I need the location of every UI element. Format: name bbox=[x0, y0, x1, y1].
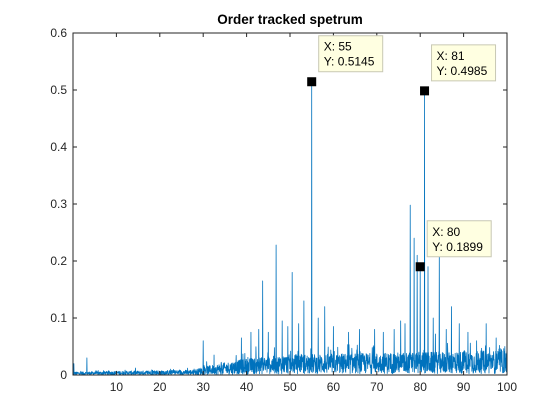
chart-title: Order tracked spetrum bbox=[217, 12, 363, 27]
x-tick-label: 10 bbox=[110, 380, 124, 394]
datatips: X: 55Y: 0.5145 X: 81Y: 0.4985 X: 80Y: 0.18… bbox=[307, 35, 497, 272]
datatip[interactable]: X: 80Y: 0.1899 bbox=[415, 220, 492, 272]
datatip[interactable]: X: 81Y: 0.4985 bbox=[420, 44, 497, 96]
y-tick-label: 0.1 bbox=[50, 311, 67, 325]
datatip-box bbox=[426, 220, 492, 258]
x-tick-label: 80 bbox=[414, 380, 428, 394]
y-tick-label: 0.6 bbox=[50, 26, 67, 40]
y-axis: 0 0.1 0.2 0.3 0.4 0.5 0.6 bbox=[50, 26, 507, 382]
spectrum-series bbox=[73, 81, 507, 375]
y-tick-label: 0.4 bbox=[50, 140, 67, 154]
x-tick-label: 40 bbox=[240, 380, 254, 394]
x-tick-label: 90 bbox=[457, 380, 471, 394]
y-tick-label: 0 bbox=[60, 368, 67, 382]
datatip-y-label: Y: 0.4985 bbox=[437, 64, 488, 78]
plot-area: 10 20 30 40 50 60 70 80 90 100 0 0.1 0.2 0.3 0.4 0.5 0.… bbox=[50, 26, 517, 394]
datatip-marker[interactable] bbox=[415, 262, 425, 272]
x-tick-label: 30 bbox=[197, 380, 211, 394]
y-tick-label: 0.2 bbox=[50, 254, 67, 268]
y-tick-label: 0.3 bbox=[50, 197, 67, 211]
x-tick-label: 20 bbox=[153, 380, 167, 394]
spectrum-line bbox=[73, 81, 507, 375]
datatip-x-label: X: 81 bbox=[437, 49, 465, 63]
x-axis: 10 20 30 40 50 60 70 80 90 100 bbox=[110, 33, 517, 394]
x-tick-label: 50 bbox=[283, 380, 297, 394]
x-tick-label: 60 bbox=[327, 380, 341, 394]
datatip-y-label: Y: 0.5145 bbox=[324, 55, 375, 69]
x-tick-label: 100 bbox=[497, 380, 517, 394]
datatip-y-label: Y: 0.1899 bbox=[432, 240, 483, 254]
datatip-box bbox=[431, 44, 497, 82]
datatip-marker[interactable] bbox=[307, 77, 317, 87]
y-tick-label: 0.5 bbox=[50, 83, 67, 97]
datatip-x-label: X: 80 bbox=[432, 225, 460, 239]
datatip[interactable]: X: 55Y: 0.5145 bbox=[307, 35, 384, 87]
x-tick-label: 70 bbox=[370, 380, 384, 394]
datatip-x-label: X: 55 bbox=[324, 40, 352, 54]
datatip-marker[interactable] bbox=[420, 86, 430, 96]
axes-background bbox=[73, 33, 507, 375]
datatip-box bbox=[318, 35, 384, 73]
